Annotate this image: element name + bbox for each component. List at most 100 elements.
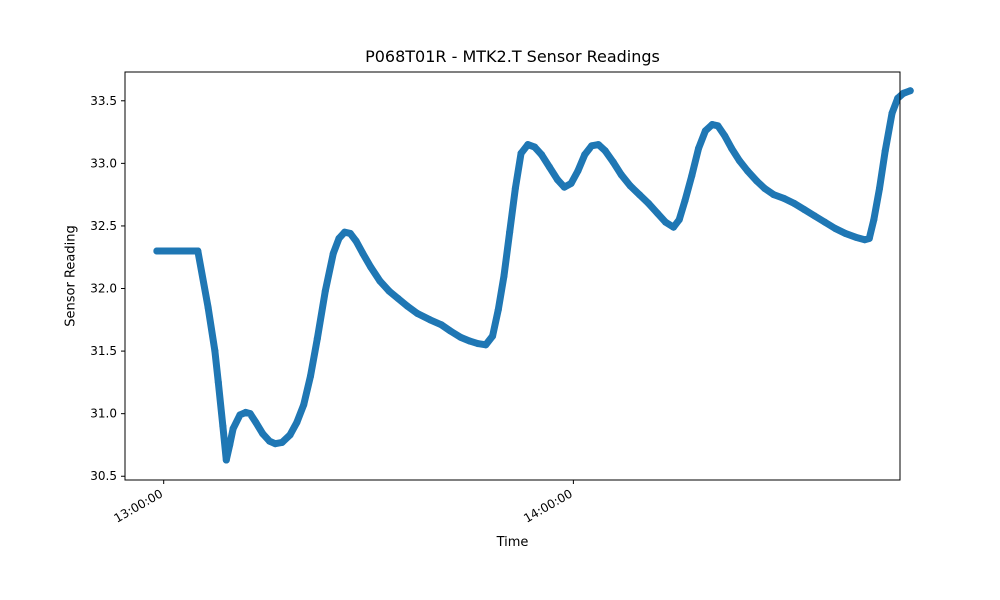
data-point: [841, 229, 849, 237]
y-tick-label: 31.0: [90, 407, 117, 421]
data-point: [567, 179, 575, 187]
data-point: [688, 172, 696, 180]
data-point: [675, 216, 683, 224]
data-point: [906, 87, 914, 95]
data-point: [153, 247, 161, 255]
data-point: [229, 425, 237, 433]
data-point: [214, 378, 222, 386]
data-point: [865, 234, 873, 242]
data-point: [736, 157, 744, 165]
x-axis-ticks: 13:00:00 14:00:00: [112, 480, 575, 526]
y-tick-label: 31.5: [90, 344, 117, 358]
data-point: [581, 151, 589, 159]
x-axis-label: Time: [496, 535, 529, 550]
data-point: [426, 316, 434, 324]
data-point: [761, 184, 769, 192]
data-point: [609, 158, 617, 166]
data-point: [553, 176, 561, 184]
data-point: [594, 141, 602, 149]
y-tick-label: 32.5: [90, 219, 117, 233]
data-point: [876, 184, 884, 192]
data-point: [259, 430, 267, 438]
data-point: [899, 89, 907, 97]
data-point: [524, 141, 532, 149]
x-tick-label: 14:00:00: [521, 486, 575, 525]
data-point: [644, 199, 652, 207]
data-point: [226, 441, 234, 449]
data-point: [770, 191, 778, 199]
data-point: [385, 287, 393, 295]
data-point: [574, 167, 582, 175]
data-point: [346, 229, 354, 237]
data-point: [617, 171, 625, 179]
data-point: [494, 306, 502, 314]
plot-frame: [124, 71, 901, 481]
data-point: [352, 237, 360, 245]
data-point: [329, 249, 337, 257]
data-point: [695, 144, 703, 152]
data-point: [894, 94, 902, 102]
data-point: [881, 147, 889, 155]
data-point: [222, 456, 230, 464]
data-point: [701, 127, 709, 135]
data-point: [708, 121, 716, 129]
data-point: [413, 310, 421, 318]
data-point: [721, 132, 729, 140]
data-point: [560, 183, 568, 191]
chart-title: P068T01R - MTK2.T Sensor Readings: [365, 47, 660, 66]
data-point: [466, 337, 474, 345]
data-point: [811, 212, 819, 220]
data-point: [321, 287, 329, 295]
data-point: [194, 247, 202, 255]
data-point: [266, 437, 274, 445]
data-point: [780, 194, 788, 202]
data-point: [446, 327, 454, 335]
x-tick-label: 13:00:00: [112, 486, 166, 525]
data-point: [313, 335, 321, 343]
y-tick-label: 33.5: [90, 94, 117, 108]
data-point: [626, 182, 634, 190]
data-point: [376, 277, 384, 285]
data-point: [531, 143, 539, 151]
data-point: [635, 191, 643, 199]
data-point: [500, 272, 508, 280]
data-point: [517, 149, 525, 157]
series-layer: [153, 87, 914, 464]
data-point: [714, 122, 722, 130]
data-point: [293, 418, 301, 426]
data-point: [888, 109, 896, 117]
data-point: [457, 333, 465, 341]
data-point: [211, 347, 219, 355]
data-point: [662, 218, 670, 226]
y-tick-label: 33.0: [90, 156, 117, 170]
data-point: [821, 218, 829, 226]
data-point: [278, 438, 286, 446]
data-point: [437, 321, 445, 329]
data-point: [831, 224, 839, 232]
data-point: [744, 167, 751, 175]
data-point: [681, 197, 689, 205]
y-tick-label: 32.0: [90, 282, 117, 296]
data-point: [367, 263, 375, 271]
data-point: [341, 228, 349, 236]
data-point: [511, 184, 519, 192]
data-point: [654, 209, 662, 217]
data-point: [800, 206, 808, 214]
data-point: [252, 418, 260, 426]
data-point: [204, 303, 212, 311]
data-point: [489, 332, 497, 340]
data-point: [545, 163, 553, 171]
data-point: [670, 223, 678, 231]
data-point: [286, 431, 294, 439]
data-point: [300, 401, 308, 409]
data-point: [870, 216, 878, 224]
data-point: [474, 340, 482, 348]
data-point: [588, 142, 596, 150]
data-point: [394, 295, 402, 303]
data-point: [482, 341, 490, 349]
data-point: [236, 411, 244, 419]
y-tick-label: 30.5: [90, 469, 117, 483]
data-point: [538, 151, 546, 159]
data-point: [852, 233, 860, 241]
